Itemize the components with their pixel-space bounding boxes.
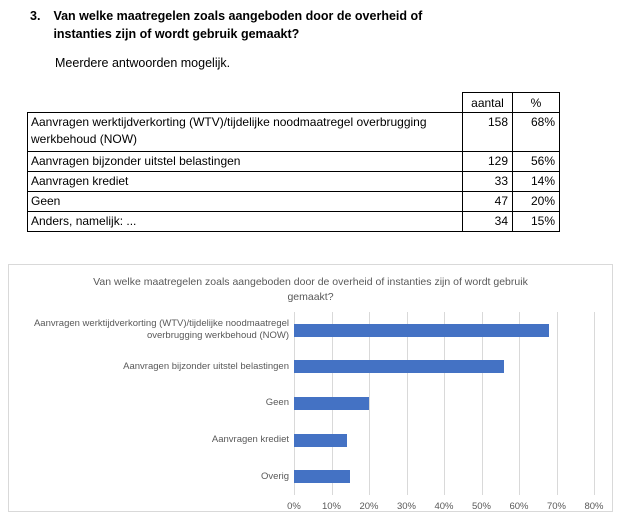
percent-value: 15% <box>512 211 560 232</box>
bar <box>294 323 549 337</box>
x-axis-tick-label: 0% <box>287 501 301 512</box>
gridline <box>369 312 370 495</box>
gridline <box>556 312 558 495</box>
aantal-value: 33 <box>462 171 513 192</box>
bar <box>294 397 369 410</box>
table-header-row: aantal % <box>28 92 560 113</box>
aantal-value: 47 <box>462 191 513 212</box>
question-number: 3. <box>30 9 41 23</box>
x-axis-tick-label: 60% <box>509 501 529 512</box>
category-label: Geen <box>265 397 289 409</box>
aantal-value: 129 <box>462 151 513 172</box>
header-percent: % <box>512 92 560 113</box>
row-label: Aanvragen bijzonder uitstel belastingen <box>27 151 463 172</box>
category-label: Aanvragen krediet <box>211 434 289 446</box>
percent-value: 20% <box>512 191 560 212</box>
question-text: Van welke maatregelen zoals aangeboden d… <box>53 9 423 41</box>
chart-plot-area <box>294 312 595 495</box>
percent-value: 14% <box>512 171 560 192</box>
aantal-value: 34 <box>462 211 513 232</box>
header-aantal: aantal <box>462 92 513 113</box>
category-label: Overig <box>261 470 289 482</box>
gridline <box>406 312 408 495</box>
row-label: Aanvragen krediet <box>27 171 463 192</box>
x-axis-tick-label: 50% <box>471 501 492 512</box>
bar <box>294 360 504 374</box>
chart-category-labels: Aanvragen werktijdverkorting (WTV)/tijde… <box>17 312 289 495</box>
table-row: Anders, namelijk: ... 34 15% <box>27 211 560 232</box>
bar-chart: Van welke maatregelen zoals aangeboden d… <box>8 264 613 512</box>
aantal-value: 158 <box>462 112 513 152</box>
table-row: Aanvragen krediet 33 14% <box>27 171 560 192</box>
table-row: Aanvragen bijzonder uitstel belastingen 1… <box>27 151 560 172</box>
empty-header-cell <box>28 93 463 113</box>
row-label: Geen <box>27 191 463 212</box>
x-axis-tick-label: 30% <box>396 501 417 512</box>
table-row: Aanvragen werktijdverkorting (WTV)/tijde… <box>27 112 560 152</box>
category-label: Aanvragen bijzonder uitstel belastingen <box>123 360 289 372</box>
bar <box>294 433 347 447</box>
question-heading: 3. Van welke maatregelen zoals aangebode… <box>30 8 441 43</box>
chart-x-axis: 0% 10% 20% 30% 40% 50% 60% 70% 80% <box>287 501 603 513</box>
row-label: Anders, namelijk: ... <box>27 211 463 232</box>
gridline <box>481 312 483 495</box>
question-note: Meerdere antwoorden mogelijk. <box>55 56 231 70</box>
x-axis-tick-label: 70% <box>546 501 567 512</box>
gridline <box>594 312 595 495</box>
percent-value: 56% <box>512 151 560 172</box>
chart-title: Van welke maatregelen zoals aangeboden d… <box>93 276 528 303</box>
x-axis-tick-label: 40% <box>434 501 454 512</box>
gridline <box>519 312 520 495</box>
results-table: aantal % Aanvragen werktijdverkorting (W… <box>27 92 560 232</box>
bar <box>294 470 351 484</box>
row-label: Aanvragen werktijdverkorting (WTV)/tijde… <box>27 112 463 152</box>
gridline <box>444 312 445 495</box>
percent-value: 68% <box>512 112 560 152</box>
x-axis-tick-label: 20% <box>359 501 379 512</box>
category-label: Aanvragen werktijdverkorting (WTV)/tijde… <box>33 318 289 342</box>
x-axis-tick-label: 80% <box>584 501 604 512</box>
x-axis-tick-label: 10% <box>321 501 342 512</box>
table-row: Geen 47 20% <box>27 191 560 212</box>
